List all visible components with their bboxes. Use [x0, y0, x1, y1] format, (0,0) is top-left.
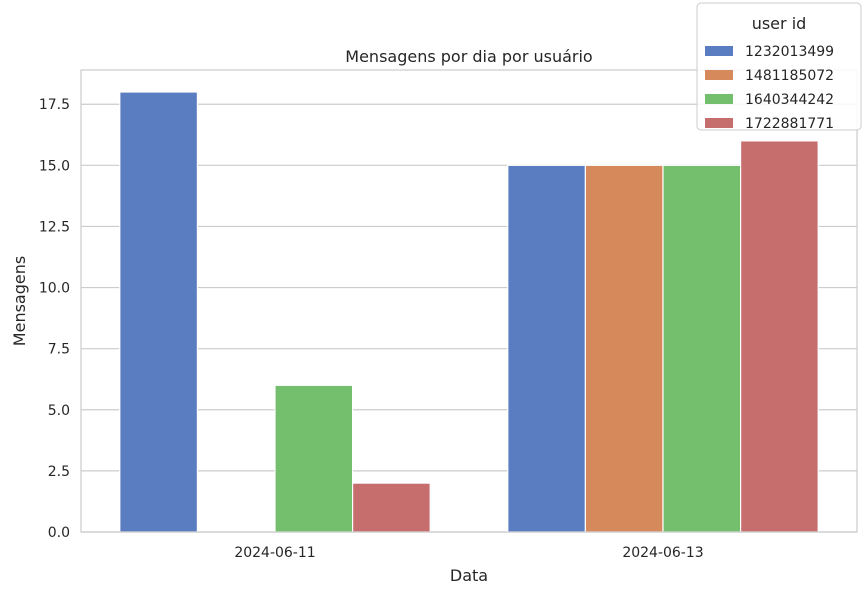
- bar-1640344242-2024-06-13: [662, 164, 742, 533]
- legend-label: 1640344242: [745, 92, 834, 108]
- x-tick-label: 2024-06-13: [622, 545, 703, 561]
- bar-1640344242-2024-06-11: [274, 384, 354, 533]
- y-tick-label: 15.0: [39, 158, 70, 174]
- bar-1722881771-2024-06-13: [739, 140, 819, 533]
- y-axis-title: Mensagens: [10, 256, 29, 346]
- bars: [119, 91, 819, 533]
- legend: user id 1232013499 1481185072 1640344242 17…: [696, 2, 862, 132]
- bar-1722881771-2024-06-11: [352, 482, 431, 533]
- y-tick-label: 5.0: [48, 403, 70, 419]
- y-tick-label: 7.5: [48, 342, 70, 358]
- x-axis-title: Data: [450, 566, 488, 585]
- bar-1232013499-2024-06-11: [119, 91, 199, 533]
- legend-box: [696, 2, 862, 131]
- grid-lines: [81, 103, 857, 533]
- x-tick-labels: 2024-06-11 2024-06-13: [234, 545, 703, 561]
- y-tick-label: 0.0: [48, 525, 70, 541]
- bar-1232013499-2024-06-13: [507, 164, 586, 533]
- legend-swatch: [705, 46, 733, 56]
- legend-label: 1481185072: [745, 68, 834, 84]
- bar-1481185072-2024-06-13: [584, 164, 664, 533]
- legend-swatch: [705, 118, 733, 128]
- legend-label: 1722881771: [745, 116, 834, 132]
- chart-title: Mensagens por dia por usuário: [345, 47, 592, 66]
- y-tick-label: 2.5: [48, 464, 70, 480]
- legend-items: 1232013499 1481185072 1640344242 1722881771: [705, 44, 834, 132]
- y-tick-label: 10.0: [39, 281, 70, 297]
- legend-label: 1232013499: [745, 44, 834, 60]
- y-tick-label: 17.5: [39, 97, 70, 113]
- legend-swatch: [705, 70, 733, 80]
- plot-frame: [80, 69, 858, 533]
- x-tick-label: 2024-06-11: [234, 545, 315, 561]
- legend-swatch: [705, 94, 733, 104]
- y-tick-labels: 0.0 2.5 5.0 7.5 10.0 12.5 15.0 17.5: [39, 97, 70, 541]
- y-tick-label: 12.5: [39, 219, 70, 235]
- legend-title: user id: [752, 14, 807, 33]
